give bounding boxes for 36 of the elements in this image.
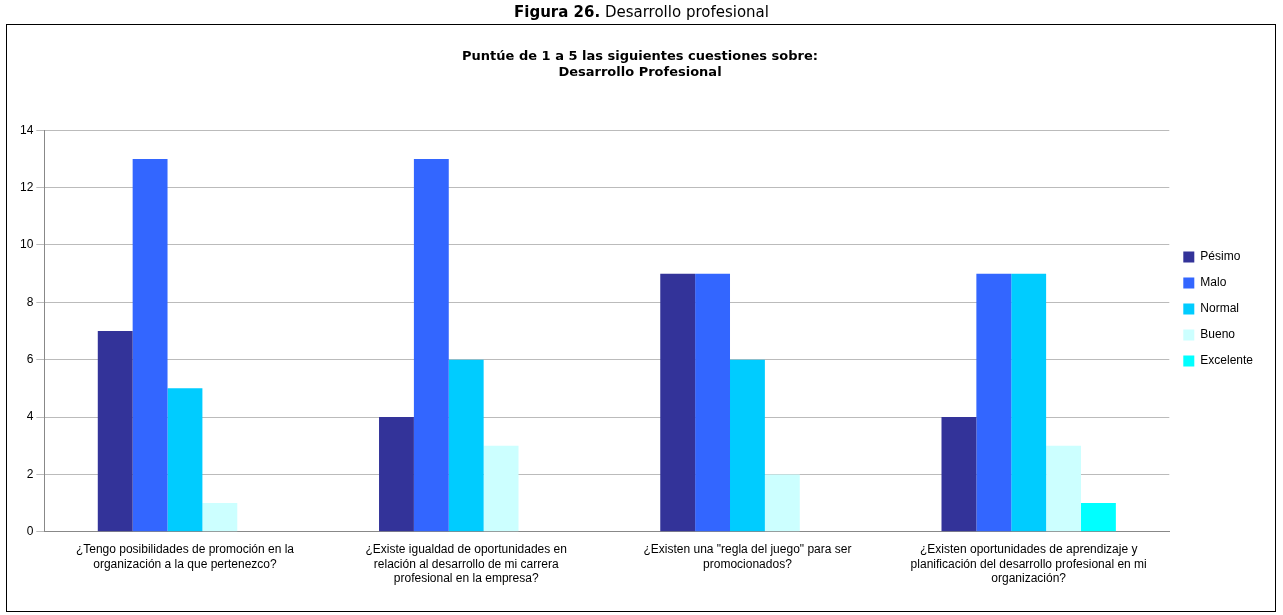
bar bbox=[483, 445, 519, 532]
x-tick-label: ¿Existen oportunidades de aprendizaje y planificación del desarrollo profesional en mi organización? bbox=[910, 542, 1147, 586]
y-tick-label: 0 bbox=[26, 524, 34, 539]
legend-label: Malo bbox=[1200, 275, 1227, 290]
bar bbox=[764, 474, 800, 532]
y-tick-label: 6 bbox=[26, 352, 34, 366]
x-tick-label: ¿Existe igualdad de oportunidades en relación al desarrollo de mi carrera profesional en la empresa? bbox=[365, 542, 567, 586]
y-tick-label: 4 bbox=[26, 409, 34, 424]
y-tick-label: 10 bbox=[19, 237, 34, 252]
y-tick-label: 14 bbox=[19, 122, 34, 137]
bar bbox=[660, 273, 696, 532]
bar bbox=[1080, 503, 1116, 532]
x-tick-label: ¿Tengo posibilidades de promoción en la organización a la que pertenezco? bbox=[75, 542, 295, 571]
bar bbox=[1046, 445, 1081, 532]
bar bbox=[202, 503, 238, 532]
x-tick-label: ¿Existen una "regla del juego" para ser promocionados? bbox=[643, 542, 852, 571]
bar bbox=[695, 273, 731, 532]
bar bbox=[167, 388, 203, 532]
chart-subtitle: Puntúe de 1 a 5 las siguientes cuestiones sobre: Desarrollo Profesional bbox=[462, 48, 818, 79]
y-tick-label: 2 bbox=[26, 466, 34, 481]
legend-label: Bueno bbox=[1200, 327, 1236, 342]
bar bbox=[97, 331, 133, 532]
bar bbox=[730, 359, 765, 532]
legend-label: Pésimo bbox=[1200, 249, 1241, 264]
bar bbox=[413, 158, 449, 532]
legend-label: Excelente bbox=[1200, 353, 1254, 368]
y-tick-label: 12 bbox=[19, 179, 34, 194]
bar bbox=[941, 417, 977, 532]
bar bbox=[448, 359, 484, 532]
chart-title: Figura 26. Desarrollo profesional bbox=[513, 2, 770, 22]
y-tick-label: 8 bbox=[26, 294, 34, 309]
bar bbox=[379, 417, 414, 532]
legend-label: Normal bbox=[1200, 301, 1239, 316]
bar bbox=[132, 158, 168, 532]
bar bbox=[1011, 273, 1047, 532]
bar bbox=[976, 273, 1012, 532]
